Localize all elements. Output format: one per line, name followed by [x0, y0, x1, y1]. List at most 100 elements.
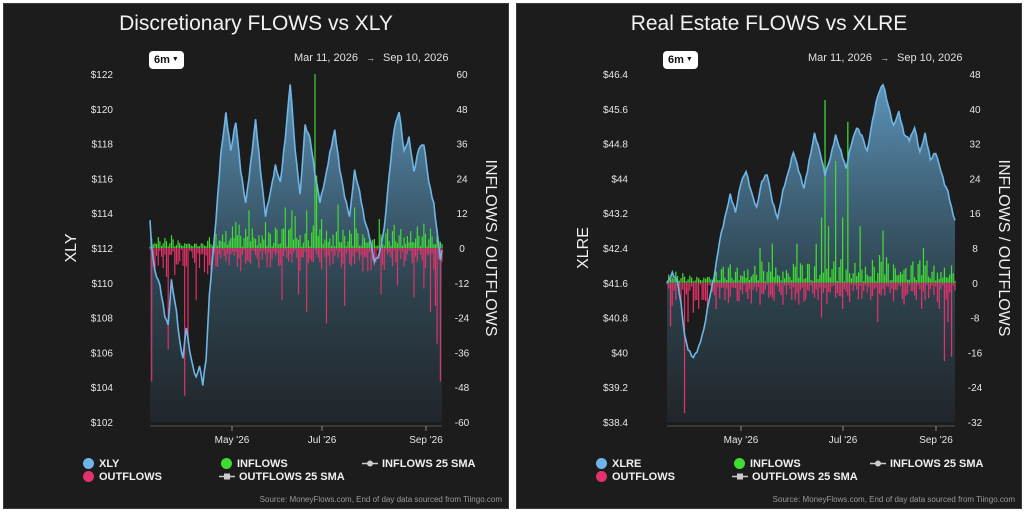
outflow-bar [691, 282, 693, 287]
outflow-bar [875, 282, 877, 288]
legend-outflows-sma[interactable]: OUTFLOWS 25 SMA [219, 471, 345, 483]
outflow-bar [172, 248, 174, 252]
left-tick-label: $104 [91, 383, 114, 394]
outflow-bar [197, 248, 199, 254]
x-tick-label: Jul '26 [829, 435, 858, 446]
inflow-bar [390, 245, 392, 248]
outflow-bar [154, 248, 156, 272]
outflow-bar [826, 282, 828, 304]
legend-outflows-label: OUTFLOWS [612, 471, 675, 483]
inflow-bar [281, 228, 283, 248]
outflow-bar [929, 282, 932, 290]
start-date[interactable]: Mar 11, 2026 [294, 52, 359, 64]
outflow-bar [849, 282, 851, 302]
outflow-bar [936, 282, 939, 302]
outflow-bar [266, 248, 268, 268]
inflow-bar [177, 240, 179, 248]
outflow-bar [367, 248, 369, 272]
inflow-bar [345, 246, 347, 248]
inflow-bar [877, 273, 879, 283]
outflow-bar [671, 282, 673, 307]
inflow-bar [411, 241, 413, 248]
inflow-bar [238, 224, 240, 248]
outflow-bar [416, 248, 418, 262]
y-axis-label-left: XLRE [575, 227, 592, 269]
inflow-bar [692, 281, 694, 283]
inflow-bar [251, 228, 253, 248]
outflow-bar [428, 248, 430, 255]
outflow-bar [434, 248, 436, 306]
inflow-bar [822, 272, 824, 283]
outflow-bar [949, 282, 951, 293]
left-tick-label: $46.4 [603, 70, 628, 81]
inflow-bar [226, 244, 229, 248]
inflow-bar [813, 266, 816, 283]
start-date[interactable]: Mar 11, 2026 [808, 52, 873, 64]
inflow-bar [669, 279, 672, 283]
inflow-bar [253, 237, 255, 248]
inflow-bar [773, 276, 775, 283]
legend-outflows[interactable]: OUTFLOWS [596, 471, 675, 483]
price-line [149, 84, 443, 386]
inflow-bar [263, 239, 265, 248]
inflow-bar [180, 245, 182, 248]
outflow-bar [740, 282, 742, 290]
outflow-bar [733, 282, 735, 288]
inflow-bar [750, 276, 752, 283]
outflow-bar [799, 282, 802, 291]
outflow-bar [747, 282, 749, 299]
right-tick-label: 0 [972, 279, 978, 290]
outflow-bar [921, 282, 923, 309]
outflow-bar [891, 282, 893, 289]
inflow-bar [363, 237, 366, 248]
outflow-bar [161, 248, 163, 257]
inflow-bar [357, 233, 359, 248]
legend-inflows[interactable]: INFLOWS [221, 458, 288, 470]
right-tick-label: 36 [456, 140, 468, 151]
y-axis-label-right: INFLOWS / OUTFLOWS [995, 160, 1012, 337]
legend-inflows-sma[interactable]: INFLOWS 25 SMA [362, 458, 476, 470]
legend-outflows[interactable]: OUTFLOWS [83, 471, 162, 483]
inflow-bar [165, 241, 168, 248]
inflow-bar [306, 210, 308, 248]
right-tick-label: 32 [969, 140, 981, 151]
inflow-bar [307, 240, 309, 248]
inflow-bar [433, 244, 435, 248]
end-date[interactable]: Sep 10, 2026 [383, 52, 449, 64]
inflow-bar [159, 241, 161, 248]
inflow-bar [740, 275, 742, 283]
legend-price[interactable]: XLRE [596, 458, 641, 470]
outflow-bar [775, 282, 777, 285]
outflow-bar [218, 248, 220, 255]
inflow-bar [347, 241, 349, 248]
outflow-bar [385, 248, 387, 251]
outflow-bar [761, 282, 763, 294]
outflow-bar [805, 282, 807, 300]
outflow-bar [264, 248, 267, 255]
legend-inflows-sma[interactable]: INFLOWS 25 SMA [870, 458, 984, 470]
inflow-bar [727, 267, 730, 283]
outflow-bar [400, 248, 402, 260]
outflow-bar [845, 282, 847, 292]
legend-outflows-swatch [83, 471, 94, 482]
legend-inflows[interactable]: INFLOWS [734, 458, 801, 470]
outflow-bar [408, 248, 410, 251]
range-selector[interactable]: 6m ▼ [149, 51, 184, 69]
inflow-bar [243, 238, 245, 248]
legend-price[interactable]: XLY [83, 458, 119, 470]
outflow-bar [377, 248, 379, 251]
range-selector[interactable]: 6m ▼ [663, 51, 698, 69]
inflow-bar [720, 269, 723, 283]
inflow-bar [791, 280, 793, 283]
outflow-bar [712, 282, 714, 292]
price-line [666, 83, 956, 359]
outflow-bar [164, 248, 166, 255]
end-date[interactable]: Sep 10, 2026 [897, 52, 963, 64]
inflow-bar [179, 243, 181, 248]
outflow-bar [928, 282, 930, 299]
outflow-bar [833, 282, 835, 286]
inflow-bar [752, 274, 754, 283]
outflow-bar [179, 248, 181, 262]
inflow-bar [775, 267, 777, 283]
legend-outflows-sma[interactable]: OUTFLOWS 25 SMA [732, 471, 858, 483]
